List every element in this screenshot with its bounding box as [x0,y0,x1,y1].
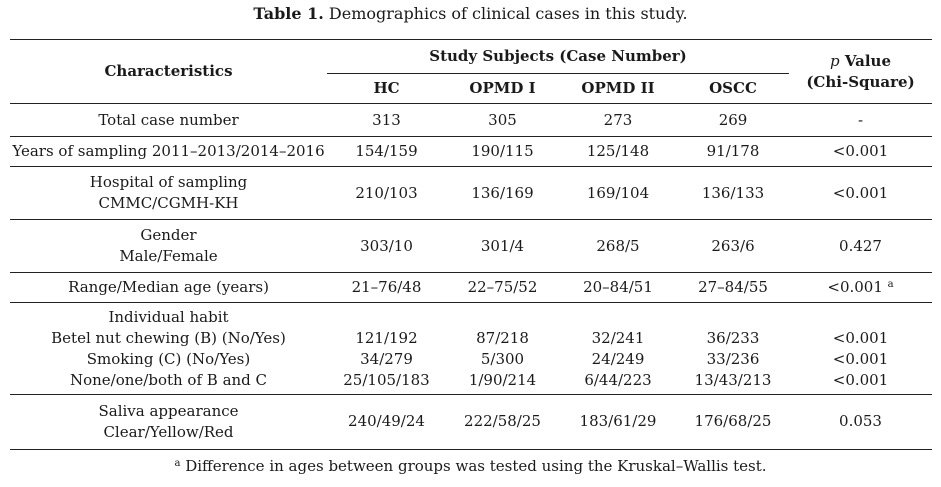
characteristics-header: Characteristics [10,39,327,104]
cell-value: 21–76/48 [327,272,446,303]
cell-p-value: <0.001 [789,166,933,220]
footnote-marker: a [887,279,894,290]
table-label: Table 1. [253,4,324,23]
cell-value: 32/241 [591,329,645,347]
cell-value: 6/44/223 [584,371,652,389]
cell-value: 24/249 [591,350,645,368]
cell-value: 91/178 [677,136,790,167]
cell-value: 273 [559,103,677,137]
cell-value: 125/148 [559,136,677,167]
row-label: Hospital of sampling CMMC/CGMH-KH [10,166,327,220]
row-label: Range/Median age (years) [10,272,327,303]
cell-value: 1/90/214 [468,371,537,389]
cell-p-value: <0.001 [832,329,889,347]
cell-value: 121/192 [355,329,418,347]
row-label: Gender Male/Female [10,219,327,273]
table-row: Betel nut chewing (B) (No/Yes) 121/192 8… [10,328,932,349]
row-label: Betel nut chewing (B) (No/Yes) [51,329,286,347]
table-footnote: a Difference in ages between groups was … [0,456,941,476]
row-label-line2: CMMC/CGMH-KH [98,194,239,212]
cell-value: 33/236 [706,350,760,368]
cell-value: 25/105/183 [343,371,430,389]
footnote-text: Difference in ages between groups was te… [185,457,767,475]
cell-value: 36/233 [706,329,760,347]
table-row: Years of sampling 2011–2013/2014–2016 15… [10,136,933,167]
row-label-line2: Clear/Yellow/Red [103,422,234,441]
cell-value: 313 [327,103,446,137]
row-label: Years of sampling 2011–2013/2014–2016 [10,136,327,167]
cell-p-value: 0.053 [789,393,933,450]
p-value-text: <0.001 [827,278,883,296]
group-hc-header: HC [373,79,400,97]
cell-value: 5/300 [480,350,525,368]
cell-value: 268/5 [559,219,677,273]
table-caption: Table 1. Demographics of clinical cases … [0,4,941,24]
table-row: Range/Median age (years) 21–76/48 22–75/… [10,272,933,303]
cell-value: 13/43/213 [694,371,772,389]
cell-p-value: <0.001 [832,371,889,389]
row-label: Individual habit [10,302,327,328]
chi-square-label: (Chi-Square) [806,72,915,91]
cell-value: 136/133 [677,166,790,220]
cell-value: 176/68/25 [677,393,790,450]
table-title: Demographics of clinical cases in this s… [328,4,688,23]
cell-value: 303/10 [327,219,446,273]
cell-value: 20–84/51 [559,272,677,303]
footnote-marker: a [174,458,181,469]
group-opmd1-header: OPMD I [469,79,536,97]
row-label: Saliva appearance Clear/Yellow/Red [10,393,327,450]
row-label: None/one/both of B and C [69,371,268,389]
row-label-line1: Gender [140,226,197,244]
p-symbol: p [830,51,840,70]
cell-value: 269 [677,103,790,137]
demographics-table: Characteristics Study Subjects (Case Num… [10,39,933,450]
row-label-line1: Hospital of sampling [89,173,248,191]
table-row: Saliva appearance Clear/Yellow/Red 240/4… [10,393,933,450]
cell-value: 305 [446,103,559,137]
table-row: Hospital of sampling CMMC/CGMH-KH 210/10… [10,166,933,220]
cell-value: 301/4 [446,219,559,273]
cell-value: 190/115 [446,136,559,167]
row-label-line2: Male/Female [119,247,218,265]
row-label: Smoking (C) (No/Yes) [86,350,251,368]
cell-value: 263/6 [677,219,790,273]
cell-value: 222/58/25 [446,393,559,450]
cell-value: 27–84/55 [677,272,790,303]
table-row: Total case number 313 305 273 269 - [10,103,933,137]
cell-value: 183/61/29 [559,393,677,450]
group-oscc-header: OSCC [709,79,757,97]
cell-value: 154/159 [327,136,446,167]
table-row: Gender Male/Female 303/10 301/4 268/5 26… [10,219,933,273]
row-label-line1: Saliva appearance [98,401,239,420]
cell-value: 240/49/24 [327,393,446,450]
cell-p-value: <0.001 [832,350,889,368]
p-value-word: Value [844,51,891,70]
row-label: Total case number [10,103,327,137]
cell-value: 210/103 [327,166,446,220]
cell-p-value: 0.427 [789,219,933,273]
cell-p-value: <0.001 a [789,272,933,303]
cell-value: 136/169 [446,166,559,220]
study-subjects-header: Study Subjects (Case Number) [327,39,790,74]
table-row: Individual habit [10,302,933,328]
cell-value: 34/279 [360,350,413,368]
table-row: Smoking (C) (No/Yes) 34/279 5/300 24/249… [10,349,932,370]
cell-p-value: <0.001 [789,136,933,167]
cell-value: 169/104 [559,166,677,220]
cell-value: 87/218 [476,329,529,347]
group-opmd2-header: OPMD II [581,79,655,97]
table-row: None/one/both of B and C 25/105/183 1/90… [10,370,932,394]
p-value-header: p Value (Chi-Square) [789,39,933,104]
cell-value: 22–75/52 [446,272,559,303]
cell-p-value: - [789,103,933,137]
